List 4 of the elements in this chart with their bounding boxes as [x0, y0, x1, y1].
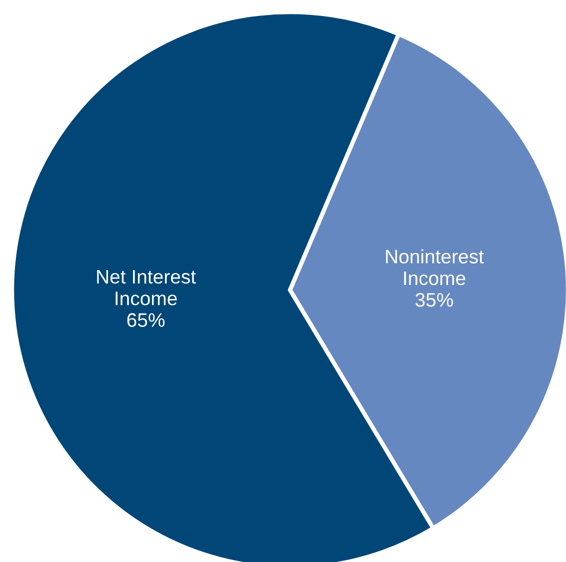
slice-label: Noninterest Income [386, 249, 484, 286]
slice-label: Net Interest Income [97, 270, 196, 306]
data-label: 35% [415, 293, 453, 307]
data-label: 65% [127, 313, 165, 327]
